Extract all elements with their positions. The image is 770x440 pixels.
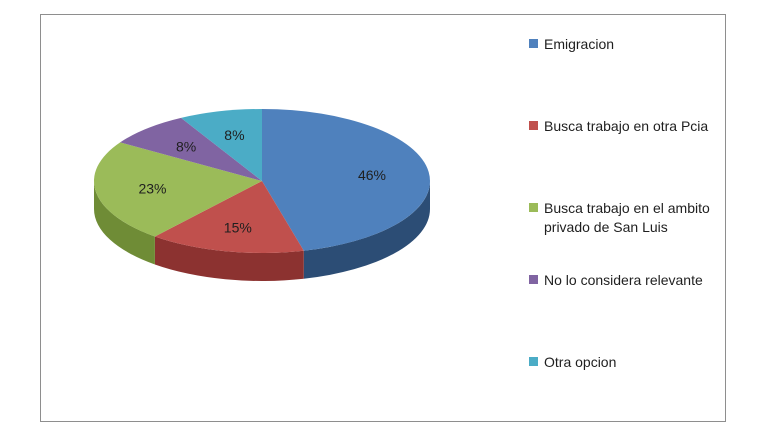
slice-value-label: 8% — [176, 138, 196, 154]
pie-slice-busca-trabajo-en-el-ambito-privado-de-san-luis — [93, 142, 262, 237]
pie-tops — [93, 109, 431, 254]
slice-value-label: 8% — [224, 127, 244, 143]
legend-label: Busca trabajo en el ambito privado de Sa… — [544, 200, 710, 235]
pie-side-busca-trabajo-en-otra-pcia — [154, 236, 304, 281]
pie-side-emigracion — [303, 181, 430, 279]
pie-slice-no-lo-considera-relevante — [120, 117, 262, 181]
pie-sides — [94, 181, 430, 281]
pie-slice-emigracion — [262, 109, 431, 251]
legend-item-otra-opcion: Otra opcion — [529, 353, 749, 372]
legend-item-otra-pcia: Busca trabajo en otra Pcia — [529, 117, 749, 136]
legend-label: No lo considera relevante — [544, 272, 703, 288]
legend-label: Otra opcion — [544, 354, 617, 370]
chart-frame: 46% 15% 23% 8% 8% Emigracion Busca trabajo e… — [40, 14, 726, 422]
legend-swatch — [529, 357, 538, 366]
legend-swatch — [529, 39, 538, 48]
pie-slice-otra-opcion — [181, 109, 262, 181]
legend-label: Emigracion — [544, 36, 615, 52]
legend-item-no-relevante: No lo considera relevante — [529, 271, 749, 290]
slice-value-label: 23% — [138, 180, 166, 196]
pie-side-busca-trabajo-en-el-ambito-privado-de-san-luis — [94, 181, 155, 265]
legend-swatch — [529, 275, 538, 284]
pie-chart: 46% 15% 23% 8% 8% — [93, 109, 431, 281]
pie-slice-busca-trabajo-en-otra-pcia — [154, 181, 304, 254]
slice-value-label: 46% — [358, 167, 386, 183]
slice-value-label: 15% — [224, 219, 252, 235]
legend-swatch — [529, 203, 538, 212]
legend-swatch — [529, 121, 538, 130]
legend-item-ambito-privado: Busca trabajo en el ambito privado de Sa… — [529, 199, 749, 237]
legend-item-emigracion: Emigracion — [529, 35, 749, 54]
legend-label: Busca trabajo en otra Pcia — [544, 118, 709, 134]
pie-labels: 46% 15% 23% 8% 8% — [138, 127, 386, 235]
